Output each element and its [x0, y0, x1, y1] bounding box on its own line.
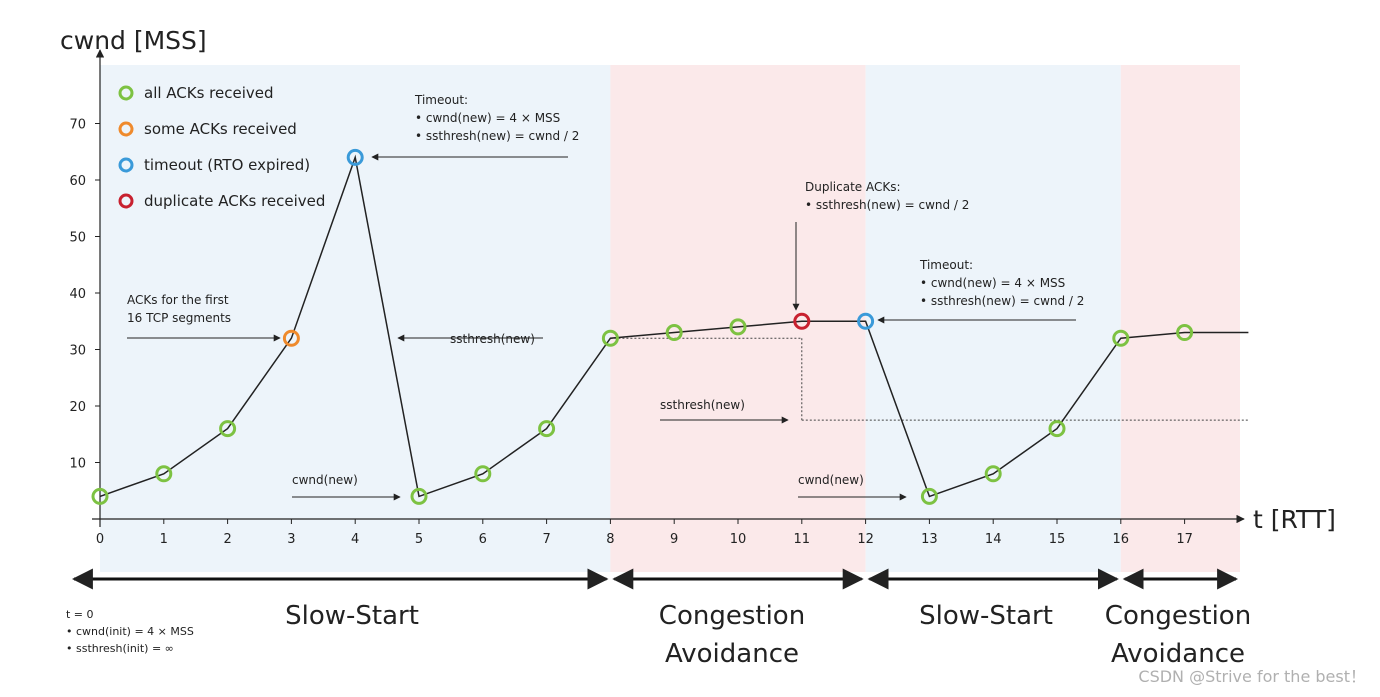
annotation-timeout1-line-1: • cwnd(new) = 4 × MSS [415, 111, 560, 125]
annotation-cwnd2-line-0: cwnd(new) [798, 473, 864, 487]
x-tick-label-11: 11 [794, 532, 811, 547]
x-tick-label-2: 2 [223, 532, 231, 547]
annotation-timeout2-line-1: • cwnd(new) = 4 × MSS [920, 276, 1065, 290]
y-tick-label-2: 30 [69, 344, 86, 359]
legend-marker-timeout [118, 157, 134, 173]
x-tick-label-10: 10 [730, 532, 747, 547]
cwnd-series-line [99, 154, 1249, 498]
x-tick-label-6: 6 [479, 532, 487, 547]
watermark-text: CSDN @Strive for the best！ [1138, 667, 1366, 686]
legend-label-some: some ACKs received [144, 120, 297, 138]
x-tick-label-16: 16 [1113, 532, 1130, 547]
annotation-first16-line-1: 16 TCP segments [127, 311, 231, 325]
y-tick-label-3: 40 [69, 287, 86, 302]
x-tick-label-3: 3 [287, 532, 295, 547]
cwnd-point-13 [920, 487, 938, 505]
cwnd-point-12 [857, 312, 875, 330]
init-note-line-1: • cwnd(init) = 4 × MSS [66, 625, 194, 638]
phase-label-3-line-0: Congestion [1105, 601, 1251, 631]
x-tick-label-1: 1 [160, 532, 168, 547]
cwnd-point-15 [1048, 420, 1066, 438]
x-tick-label-17: 17 [1176, 532, 1193, 547]
y-tick-label-4: 50 [69, 231, 86, 246]
y-axis-label: cwnd [MSS] [60, 26, 207, 55]
annotation-cwnd1-line-0: cwnd(new) [292, 473, 358, 487]
cwnd-point-6 [474, 465, 492, 483]
cwnd-point-16 [1112, 329, 1130, 347]
annotation-ssthresh1-line-0: ssthresh(new) [450, 332, 535, 346]
y-tick-label-6: 70 [69, 118, 86, 133]
x-tick-label-8: 8 [606, 532, 614, 547]
annotation-first16-line-0: ACKs for the first [127, 293, 229, 307]
x-tick-label-5: 5 [415, 532, 423, 547]
y-tick-label-1: 20 [69, 400, 86, 415]
x-tick-label-13: 13 [921, 532, 938, 547]
phase-label-0-line-0: Slow-Start [285, 601, 419, 631]
x-tick-label-4: 4 [351, 532, 359, 547]
phase-label-2-line-0: Slow-Start [919, 601, 1053, 631]
cwnd-point-17 [1176, 324, 1194, 342]
legend-marker-all [118, 85, 134, 101]
legend-marker-some [118, 121, 134, 137]
phase-label-1-line-1: Avoidance [665, 639, 799, 669]
x-tick-label-12: 12 [857, 532, 874, 547]
cwnd-point-11 [793, 312, 811, 330]
cwnd-point-3 [282, 329, 300, 347]
x-tick-label-15: 15 [1049, 532, 1066, 547]
cwnd-point-14 [984, 465, 1002, 483]
cwnd-point-10 [729, 318, 747, 336]
cwnd-point-5 [410, 487, 428, 505]
cwnd-point-8 [601, 329, 619, 347]
cwnd-point-9 [665, 324, 683, 342]
cwnd-point-4 [346, 148, 364, 166]
phase-background-2 [865, 65, 1121, 572]
cwnd-point-2 [219, 420, 237, 438]
legend-label-all: all ACKs received [144, 84, 274, 102]
annotation-timeout1-line-2: • ssthresh(new) = cwnd / 2 [415, 129, 579, 143]
phase-label-3-line-1: Avoidance [1111, 639, 1245, 669]
annotation-timeout2-line-0: Timeout: [919, 258, 973, 272]
x-tick-label-9: 9 [670, 532, 678, 547]
annotation-timeout2-line-2: • ssthresh(new) = cwnd / 2 [920, 294, 1084, 308]
phase-label-1-line-0: Congestion [659, 601, 805, 631]
x-tick-label-14: 14 [985, 532, 1002, 547]
cwnd-point-7 [538, 420, 556, 438]
x-tick-label-7: 7 [542, 532, 550, 547]
init-note-line-0: t = 0 [66, 608, 94, 621]
annotation-timeout1-line-0: Timeout: [414, 93, 468, 107]
y-tick-label-0: 10 [69, 457, 86, 472]
legend-label-timeout: timeout (RTO expired) [144, 156, 310, 174]
phase-background-3 [1120, 65, 1240, 572]
annotation-ssthresh2-line-0: ssthresh(new) [660, 398, 745, 412]
cwnd-point-0 [91, 487, 109, 505]
init-note-line-2: • ssthresh(init) = ∞ [66, 642, 174, 655]
legend-label-duplicate: duplicate ACKs received [144, 192, 325, 210]
annotation-dupacks-line-0: Duplicate ACKs: [805, 180, 901, 194]
annotation-dupacks-line-1: • ssthresh(new) = cwnd / 2 [805, 198, 969, 212]
x-tick-label-0: 0 [96, 532, 104, 547]
legend-marker-duplicate [118, 193, 134, 209]
cwnd-point-1 [155, 465, 173, 483]
x-axis-label: t [RTT] [1253, 505, 1336, 534]
y-tick-label-5: 60 [69, 174, 86, 189]
